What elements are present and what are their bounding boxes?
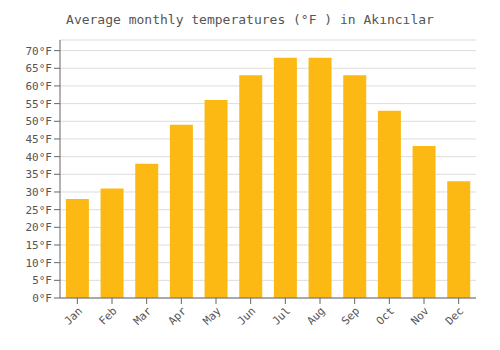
svg-text:35°F: 35°F: [26, 168, 53, 181]
svg-text:0°F: 0°F: [32, 292, 52, 305]
svg-text:Jul: Jul: [270, 304, 293, 327]
svg-text:25°F: 25°F: [26, 204, 53, 217]
svg-text:40°F: 40°F: [26, 151, 53, 164]
svg-text:Apr: Apr: [166, 304, 190, 328]
svg-text:Mar: Mar: [131, 304, 155, 328]
svg-text:Jan: Jan: [62, 304, 85, 327]
svg-text:55°F: 55°F: [26, 98, 53, 111]
svg-text:45°F: 45°F: [26, 133, 53, 146]
svg-text:Sep: Sep: [339, 304, 362, 327]
html-text:Average monthly temperatures (: Average monthly temperatures (°F ) in Ak…: [66, 12, 434, 27]
svg-text:Feb: Feb: [96, 304, 119, 327]
svg-text:Jun: Jun: [235, 304, 258, 327]
svg-text:Nov: Nov: [408, 304, 432, 328]
svg-text:May: May: [200, 304, 224, 328]
svg-text:50°F: 50°F: [26, 115, 53, 128]
svg-text:65°F: 65°F: [26, 62, 53, 75]
svg-text:15°F: 15°F: [26, 239, 53, 252]
svg-text:Dec: Dec: [443, 304, 466, 327]
svg-text:20°F: 20°F: [26, 221, 53, 234]
svg-text:70°F: 70°F: [26, 45, 53, 58]
svg-text:Oct: Oct: [374, 304, 397, 327]
svg-text:Aug: Aug: [304, 304, 327, 327]
svg-text:30°F: 30°F: [26, 186, 53, 199]
svg-text:5°F: 5°F: [32, 274, 52, 287]
svg-text:10°F: 10°F: [26, 257, 53, 270]
svg-text:60°F: 60°F: [26, 80, 53, 93]
